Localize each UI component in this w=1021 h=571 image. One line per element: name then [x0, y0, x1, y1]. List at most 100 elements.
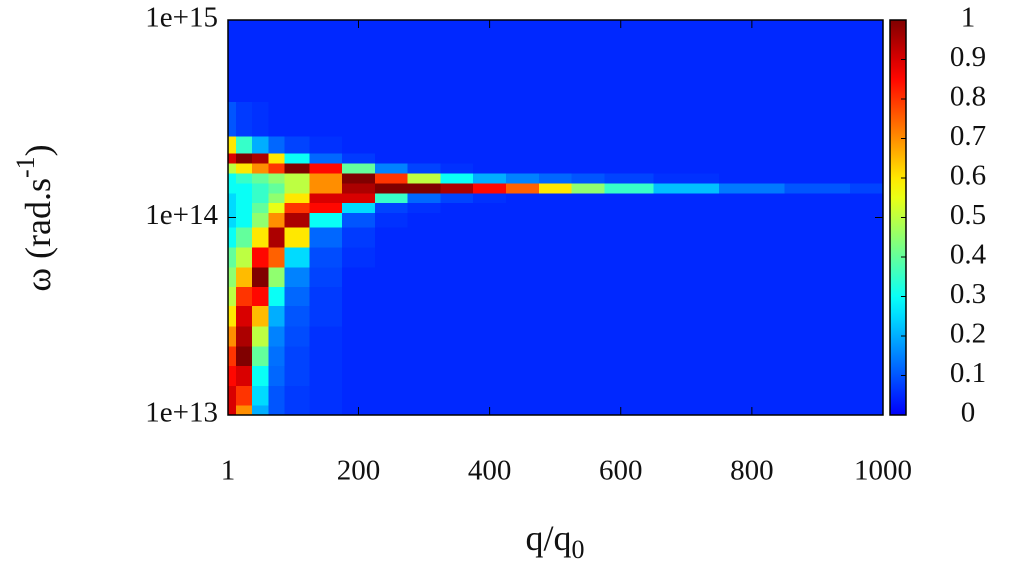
- cell: [235, 153, 253, 164]
- cell: [374, 227, 409, 248]
- cell: [784, 305, 851, 327]
- cell: [309, 163, 343, 174]
- cell: [309, 405, 343, 416]
- colorbar-tick-label: 0.6: [950, 160, 986, 192]
- cell: [850, 345, 884, 367]
- cell: [228, 153, 237, 164]
- cell: [505, 135, 540, 154]
- cell: [653, 305, 720, 327]
- cell: [604, 135, 655, 154]
- cell: [440, 101, 474, 137]
- cell: [571, 153, 605, 164]
- x-tick-label: 400: [468, 455, 512, 487]
- cell: [571, 135, 605, 154]
- cell: [342, 345, 376, 367]
- cell: [571, 173, 605, 184]
- cell: [719, 173, 786, 184]
- cell: [284, 267, 310, 288]
- cell: [653, 385, 720, 406]
- cell: [407, 101, 441, 137]
- cell: [440, 405, 474, 416]
- cell: [440, 202, 474, 214]
- cell: [235, 212, 253, 228]
- colorbar-tick-label: 0.3: [950, 278, 986, 310]
- cell: [407, 365, 441, 386]
- cell: [228, 20, 237, 51]
- cell: [374, 246, 409, 268]
- cell: [228, 173, 237, 184]
- cell: [719, 345, 786, 367]
- cell: [309, 153, 343, 164]
- cell: [309, 212, 343, 228]
- cell: [473, 49, 507, 102]
- cell: [268, 267, 286, 288]
- cell: [505, 286, 540, 307]
- cell: [571, 20, 605, 51]
- cell: [309, 345, 343, 367]
- cell: [719, 305, 786, 327]
- cell: [268, 202, 286, 214]
- cell: [235, 49, 253, 102]
- cell: [374, 49, 409, 102]
- cell: [407, 163, 441, 174]
- cell: [251, 212, 269, 228]
- cell: [251, 183, 269, 194]
- cell: [228, 325, 237, 347]
- cell: [309, 192, 343, 204]
- cell: [505, 173, 540, 184]
- cell: [440, 365, 474, 386]
- cell: [251, 153, 269, 164]
- cell: [374, 345, 409, 367]
- cell: [784, 20, 851, 51]
- cell: [784, 325, 851, 347]
- cell: [604, 405, 655, 416]
- cell: [309, 286, 343, 307]
- cell: [653, 365, 720, 386]
- cell: [473, 183, 507, 194]
- x-tick-label: 800: [730, 455, 774, 487]
- cell: [719, 267, 786, 288]
- cell: [284, 325, 310, 347]
- cell: [719, 325, 786, 347]
- cell: [604, 325, 655, 347]
- cell: [784, 163, 851, 174]
- cell: [850, 183, 884, 194]
- cell: [235, 163, 253, 174]
- cell: [473, 345, 507, 367]
- cell: [784, 227, 851, 248]
- cell: [228, 192, 237, 204]
- cell: [342, 163, 376, 174]
- cell: [538, 212, 573, 228]
- cell: [538, 325, 573, 347]
- cell: [505, 163, 540, 174]
- cell: [850, 385, 884, 406]
- cell: [228, 227, 237, 248]
- cell: [604, 192, 655, 204]
- cell: [784, 49, 851, 102]
- cell: [284, 135, 310, 154]
- cell: [440, 173, 474, 184]
- cell: [407, 183, 441, 194]
- cell: [571, 183, 605, 194]
- cell: [268, 385, 286, 406]
- cell: [251, 173, 269, 184]
- cell: [284, 246, 310, 268]
- cell: [268, 20, 286, 51]
- cell: [228, 212, 237, 228]
- colorbar-tick-label: 0.4: [950, 239, 987, 271]
- cell: [538, 183, 573, 194]
- cell: [719, 163, 786, 174]
- cell: [473, 305, 507, 327]
- cell: [604, 227, 655, 248]
- cell: [538, 202, 573, 214]
- x-tick-label: 1: [221, 455, 236, 487]
- cell: [268, 286, 286, 307]
- cell: [653, 101, 720, 137]
- cell: [473, 212, 507, 228]
- cell: [440, 135, 474, 154]
- cell: [719, 227, 786, 248]
- cell: [440, 192, 474, 204]
- cell: [268, 325, 286, 347]
- cell: [653, 212, 720, 228]
- cell: [850, 227, 884, 248]
